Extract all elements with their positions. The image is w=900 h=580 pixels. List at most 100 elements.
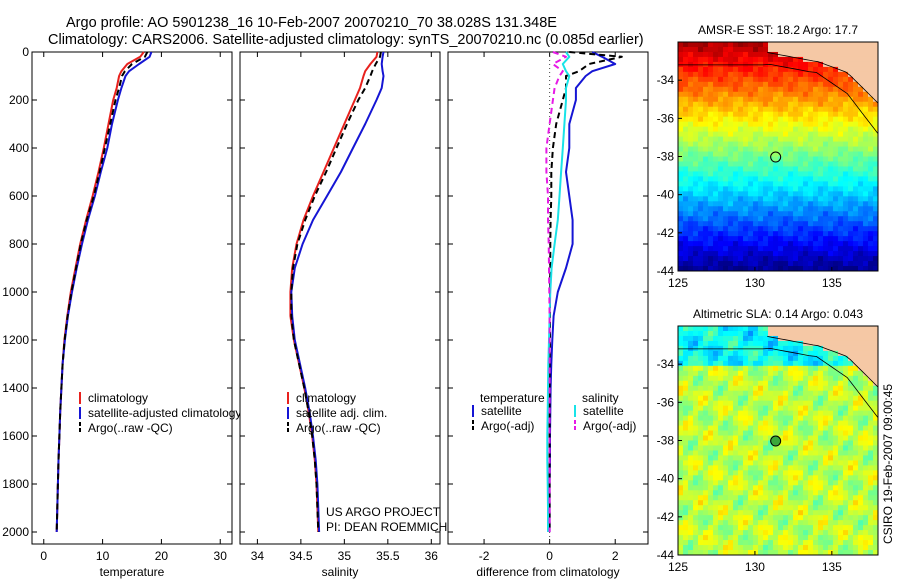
sst-map-cell: [823, 46, 829, 53]
sla-map-cell: [823, 330, 829, 337]
sst-map-cell: [868, 66, 874, 73]
sst-map-cell: [813, 241, 819, 247]
sst-map-cell: [788, 86, 794, 93]
sla-map-cell: [768, 375, 774, 382]
sst-map-cell: [858, 266, 864, 271]
sla-map-cell: [708, 395, 714, 402]
sst-map-cell: [838, 201, 844, 207]
sla-map-cell: [708, 430, 714, 436]
sla-map-cell: [713, 460, 719, 466]
sst-map-cell: [728, 176, 734, 182]
sst-map-cell: [833, 236, 839, 242]
sla-map-cell: [863, 475, 869, 481]
sla-map-cell: [828, 530, 834, 536]
sla-map-cell: [858, 470, 864, 476]
sla-map-cell: [778, 455, 784, 461]
sst-map-cell: [873, 96, 878, 103]
sst-map-ytick-label: -40: [657, 188, 675, 202]
sst-map-cell: [718, 46, 724, 53]
sst-map-cell: [843, 196, 849, 202]
sst-map-cell: [733, 42, 739, 48]
sla-map-cell: [818, 480, 824, 486]
sla-map-cell: [793, 345, 799, 352]
sst-map-cell: [813, 116, 819, 123]
sst-map-cell: [813, 56, 819, 63]
sst-map-cell: [713, 146, 719, 152]
sst-map-cell: [818, 221, 824, 227]
sla-map-cell: [818, 550, 824, 555]
sla-map-cell: [783, 465, 789, 471]
sla-map-cell: [763, 525, 769, 531]
sst-map-cell: [678, 131, 684, 137]
sla-map-cell: [738, 400, 744, 407]
sst-map-cell: [793, 241, 799, 247]
sst-map-cell: [688, 121, 694, 128]
sla-map-cell: [783, 450, 789, 456]
temperature-xtick-label: 0: [40, 549, 47, 563]
sla-map-cell: [783, 475, 789, 481]
sla-map-cell: [868, 390, 874, 397]
sla-map-cell: [683, 525, 689, 531]
sst-map-cell: [848, 146, 854, 152]
sla-map-cell: [818, 340, 824, 347]
sst-map-cell: [708, 81, 714, 88]
sla-map-cell: [728, 545, 734, 551]
sla-map-cell: [828, 550, 834, 555]
sla-map-cell: [868, 530, 874, 536]
sla-map-cell: [788, 480, 794, 486]
sla-map-cell: [693, 335, 699, 342]
sla-map-cell: [803, 335, 809, 342]
sla-map-cell: [713, 525, 719, 531]
sst-map-cell: [693, 116, 699, 123]
sst-map-cell: [858, 186, 864, 192]
sst-map-cell: [793, 96, 799, 103]
sla-map-cell: [703, 515, 709, 521]
sst-map-cell: [798, 186, 804, 192]
sla-map-cell: [858, 530, 864, 536]
sla-map-cell: [683, 335, 689, 342]
sla-map-cell: [848, 420, 854, 426]
sla-map-cell: [798, 420, 804, 426]
sla-map-cell: [773, 420, 779, 426]
sla-map-cell: [823, 470, 829, 476]
sla-map-cell: [693, 365, 699, 372]
sla-map-cell: [868, 480, 874, 486]
sst-map-cell: [808, 42, 814, 48]
sla-map-cell: [868, 455, 874, 461]
sla-map-cell: [733, 350, 739, 357]
sla-map-cell: [813, 465, 819, 471]
sla-map-cell: [788, 350, 794, 357]
sla-map-cell: [768, 365, 774, 372]
sst-map-cell: [703, 71, 709, 78]
sla-map-cell: [793, 430, 799, 436]
sst-map-cell: [828, 101, 834, 108]
sla-map-cell: [873, 490, 878, 496]
sst-map-cell: [783, 251, 789, 257]
sst-map-cell: [733, 196, 739, 202]
sst-map-cell: [768, 236, 774, 242]
sst-map-cell: [778, 246, 784, 252]
sla-map-cell: [688, 425, 694, 431]
sla-map-cell: [858, 475, 864, 481]
sst-map-cell: [713, 96, 719, 103]
sla-map-cell: [753, 400, 759, 407]
sla-map-cell: [808, 530, 814, 536]
sst-map-cell: [768, 256, 774, 262]
sla-map-cell: [718, 435, 724, 441]
sst-map-cell: [733, 66, 739, 73]
sst-map-cell: [813, 126, 819, 133]
sla-map-cell: [803, 370, 809, 377]
sst-map-cell: [788, 256, 794, 262]
sst-map-cell: [728, 116, 734, 123]
difference-legend-label: Argo(-adj): [583, 419, 636, 433]
sst-map-cell: [813, 121, 819, 128]
sst-map-cell: [703, 106, 709, 113]
sst-map-cell: [843, 161, 849, 167]
sla-map-cell: [753, 480, 759, 486]
sla-map-cell: [798, 450, 804, 456]
sst-map-cell: [718, 261, 724, 267]
sla-map-cell: [768, 425, 774, 431]
sst-map-cell: [713, 176, 719, 182]
sla-map-cell: [853, 355, 859, 362]
sst-map-cell: [823, 156, 829, 162]
